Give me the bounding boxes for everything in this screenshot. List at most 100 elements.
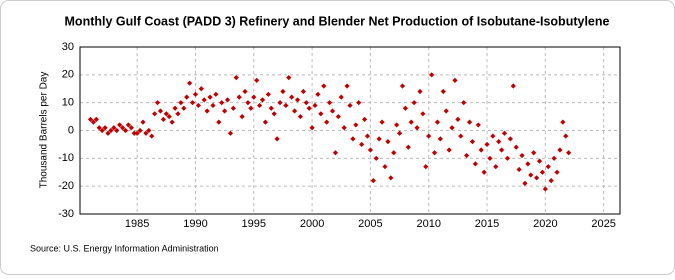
point	[114, 127, 120, 134]
point	[417, 88, 423, 95]
point	[551, 155, 557, 161]
point	[560, 119, 566, 125]
point	[125, 122, 132, 128]
point	[181, 105, 187, 111]
point	[370, 178, 376, 184]
point	[219, 100, 225, 106]
point	[493, 164, 499, 170]
point	[440, 88, 446, 95]
point	[399, 83, 406, 89]
point	[534, 175, 540, 181]
point	[563, 133, 569, 139]
x-tick-label: 2010	[416, 218, 440, 230]
x-tick-label: 2015	[475, 218, 499, 230]
point	[364, 133, 371, 139]
point	[169, 119, 175, 125]
point	[414, 125, 420, 131]
point	[475, 122, 481, 128]
plot-border	[79, 46, 621, 215]
point	[513, 144, 519, 150]
point	[102, 125, 108, 131]
point	[297, 113, 304, 120]
point	[300, 88, 306, 95]
point	[326, 100, 333, 106]
point	[426, 133, 432, 139]
point	[137, 127, 143, 134]
point	[198, 86, 204, 92]
point	[128, 125, 134, 131]
point	[289, 94, 295, 100]
point	[119, 125, 126, 131]
point	[303, 100, 309, 106]
point	[344, 83, 350, 89]
point	[420, 111, 426, 117]
point	[242, 88, 248, 95]
point	[122, 127, 129, 134]
point	[248, 105, 254, 111]
point	[163, 111, 169, 117]
point	[525, 161, 531, 167]
x-tick-label: 2020	[533, 218, 557, 230]
point	[286, 75, 292, 81]
point	[166, 113, 172, 120]
point	[545, 164, 551, 170]
point	[332, 150, 339, 156]
y-tick-label: 20	[62, 69, 74, 81]
point	[478, 147, 484, 153]
point	[379, 119, 385, 125]
point	[187, 80, 193, 86]
point	[268, 105, 274, 111]
point	[353, 122, 359, 128]
y-tick-label: -20	[58, 180, 74, 192]
point	[484, 141, 490, 148]
point	[222, 108, 228, 114]
point	[405, 144, 411, 150]
point	[531, 150, 537, 156]
point	[152, 111, 158, 117]
point	[472, 161, 478, 167]
point	[262, 119, 269, 125]
x-tick-label: 2005	[358, 218, 382, 230]
point	[175, 111, 181, 117]
point	[361, 116, 368, 122]
point	[210, 102, 216, 109]
x-tick-label: 1995	[242, 218, 266, 230]
point	[461, 100, 467, 106]
point	[271, 111, 277, 117]
point	[429, 72, 435, 78]
point	[542, 186, 548, 192]
point	[108, 127, 114, 134]
point	[131, 130, 137, 136]
point	[496, 139, 502, 145]
point	[490, 133, 496, 139]
point	[519, 152, 525, 159]
point	[216, 119, 222, 125]
point	[184, 94, 190, 100]
point	[373, 155, 379, 161]
point	[318, 111, 324, 117]
x-tick-label: 1990	[183, 218, 207, 230]
point	[382, 164, 388, 170]
point	[189, 100, 196, 106]
point	[367, 147, 374, 153]
point	[192, 91, 199, 97]
point	[224, 97, 231, 103]
point	[143, 130, 149, 136]
point	[437, 136, 443, 142]
y-axis-label: Thousand Barrels per Day	[39, 72, 50, 189]
point	[359, 141, 365, 148]
point	[134, 130, 140, 136]
chart-title: Monthly Gulf Coast (PADD 3) Refinery and…	[65, 14, 610, 28]
point	[434, 119, 441, 125]
point	[335, 113, 341, 120]
point	[306, 105, 312, 111]
point	[391, 150, 397, 156]
point	[487, 155, 493, 161]
point	[312, 102, 318, 109]
point	[236, 94, 242, 100]
point	[277, 100, 283, 106]
point	[522, 180, 528, 186]
point	[230, 105, 236, 111]
